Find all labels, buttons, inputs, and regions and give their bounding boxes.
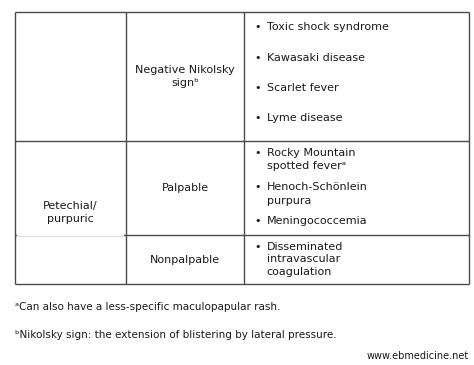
Text: Scarlet fever: Scarlet fever xyxy=(267,83,338,93)
Text: purpura: purpura xyxy=(267,196,311,205)
Text: •: • xyxy=(255,242,261,252)
Text: •: • xyxy=(255,148,261,158)
Text: Negative Nikolsky
signᵇ: Negative Nikolsky signᵇ xyxy=(135,65,235,88)
Text: intravascular: intravascular xyxy=(267,254,340,264)
Text: www.ebmedicine.net: www.ebmedicine.net xyxy=(366,351,469,361)
Text: Henoch-Schönlein: Henoch-Schönlein xyxy=(267,182,368,192)
Text: Lyme disease: Lyme disease xyxy=(267,113,342,123)
Text: Petechial/
purpuric: Petechial/ purpuric xyxy=(43,201,98,224)
Text: •: • xyxy=(255,216,261,226)
Text: spotted feverᵃ: spotted feverᵃ xyxy=(267,161,346,172)
Text: •: • xyxy=(255,83,261,93)
Text: •: • xyxy=(255,22,261,32)
Text: Toxic shock syndrome: Toxic shock syndrome xyxy=(267,22,389,32)
Text: ᵇNikolsky sign: the extension of blistering by lateral pressure.: ᵇNikolsky sign: the extension of blister… xyxy=(15,330,337,339)
Text: Meningococcemia: Meningococcemia xyxy=(267,216,367,226)
Text: Rocky Mountain: Rocky Mountain xyxy=(267,148,356,158)
Text: Palpable: Palpable xyxy=(162,183,209,193)
Text: Disseminated: Disseminated xyxy=(267,242,343,252)
Text: coagulation: coagulation xyxy=(267,267,332,277)
Text: Nonpalpable: Nonpalpable xyxy=(150,255,220,265)
Text: •: • xyxy=(255,53,261,63)
Text: Kawasaki disease: Kawasaki disease xyxy=(267,53,365,63)
Text: •: • xyxy=(255,182,261,192)
Text: •: • xyxy=(255,113,261,123)
Text: ᵃCan also have a less-specific maculopapular rash.: ᵃCan also have a less-specific maculopap… xyxy=(15,302,280,312)
